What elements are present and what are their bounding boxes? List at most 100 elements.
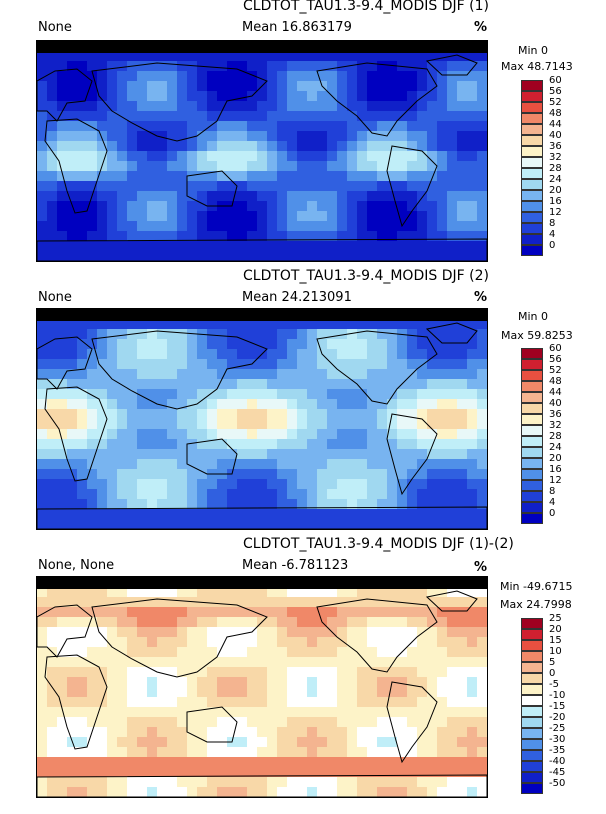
colorbar-tick-label: 5 xyxy=(549,657,556,668)
map-cell xyxy=(387,61,398,72)
map-cell xyxy=(357,767,368,778)
map-cell xyxy=(147,359,158,370)
map-cell xyxy=(147,211,158,222)
map-cell xyxy=(337,221,348,232)
map-cell xyxy=(47,747,58,758)
map-cell xyxy=(187,121,198,132)
map-cell xyxy=(57,339,68,350)
map-cell xyxy=(457,71,468,82)
colorbar-tick-label: 4 xyxy=(549,497,556,508)
map-cell xyxy=(177,369,188,380)
map-cell xyxy=(457,359,468,370)
map-cell xyxy=(137,677,148,688)
map-cell xyxy=(237,251,248,261)
map-cell xyxy=(427,489,438,500)
map-cell xyxy=(67,757,78,768)
map-cell xyxy=(287,469,298,480)
map-cell xyxy=(217,627,228,638)
map-cell xyxy=(357,449,368,460)
map-cell xyxy=(147,637,158,648)
map-cell xyxy=(457,131,468,142)
map-cell xyxy=(157,241,168,252)
map-cell xyxy=(87,707,98,718)
map-cell xyxy=(47,757,58,768)
map-cell xyxy=(117,717,128,728)
map-cell xyxy=(367,607,378,618)
map-cell xyxy=(417,479,428,490)
map-cell xyxy=(287,221,298,232)
map-cell xyxy=(437,489,448,500)
map-cell xyxy=(67,329,78,340)
map-cell xyxy=(397,51,408,62)
map-cell xyxy=(37,449,48,460)
map-cell xyxy=(307,617,318,628)
map-cell xyxy=(347,647,358,658)
map-cell xyxy=(167,429,178,440)
map-cell xyxy=(277,181,288,192)
map-cell xyxy=(127,399,138,410)
map-cell xyxy=(47,91,58,102)
map-cell xyxy=(357,419,368,430)
map-cell xyxy=(127,687,138,698)
colorbar-swatch xyxy=(521,761,543,772)
map-cell xyxy=(227,101,238,112)
map-cell xyxy=(437,241,448,252)
map-cell xyxy=(47,339,58,350)
map-cell xyxy=(297,349,308,360)
map-cell xyxy=(197,687,208,698)
map-cell xyxy=(57,111,68,122)
map-cell xyxy=(397,787,408,797)
map-cell xyxy=(137,369,148,380)
map-cell xyxy=(37,419,48,430)
map-cell xyxy=(457,757,468,768)
map-cell xyxy=(447,767,458,778)
map-cell xyxy=(47,469,58,480)
map-cell xyxy=(407,399,418,410)
map-cell xyxy=(47,707,58,718)
map-cell xyxy=(287,131,298,142)
map-cell xyxy=(87,241,98,252)
panel-3-map xyxy=(36,576,488,798)
map-cell xyxy=(107,697,118,708)
map-cell xyxy=(107,489,118,500)
map-cell xyxy=(457,767,468,778)
map-cell xyxy=(397,687,408,698)
map-cell xyxy=(357,211,368,222)
map-cell xyxy=(227,211,238,222)
map-cell xyxy=(197,181,208,192)
map-cell xyxy=(217,787,228,797)
map-cell xyxy=(307,191,318,202)
map-cell xyxy=(387,519,398,529)
map-cell xyxy=(337,647,348,658)
map-cell xyxy=(437,191,448,202)
map-cell xyxy=(477,439,487,450)
map-cell xyxy=(437,697,448,708)
map-cell xyxy=(57,647,68,658)
map-cell xyxy=(477,757,487,768)
map-cell xyxy=(167,71,178,82)
map-cell xyxy=(227,349,238,360)
map-cell xyxy=(317,121,328,132)
map-cell xyxy=(227,51,238,62)
map-cell xyxy=(377,379,388,390)
map-cell xyxy=(77,617,88,628)
map-cell xyxy=(297,607,308,618)
map-cell xyxy=(427,627,438,638)
map-cell xyxy=(347,211,358,222)
map-cell xyxy=(147,687,158,698)
map-cell xyxy=(397,161,408,172)
map-cell xyxy=(97,439,108,450)
map-cell xyxy=(357,717,368,728)
map-cell xyxy=(237,211,248,222)
map-cell xyxy=(257,489,268,500)
map-cell xyxy=(37,627,48,638)
map-cell xyxy=(457,519,468,529)
map-cell xyxy=(367,459,378,470)
map-cell xyxy=(137,91,148,102)
map-cell xyxy=(107,241,118,252)
colorbar-swatch xyxy=(521,179,543,190)
map-cell xyxy=(137,489,148,500)
map-cell xyxy=(247,349,258,360)
map-cell xyxy=(317,251,328,261)
map-cell xyxy=(157,757,168,768)
